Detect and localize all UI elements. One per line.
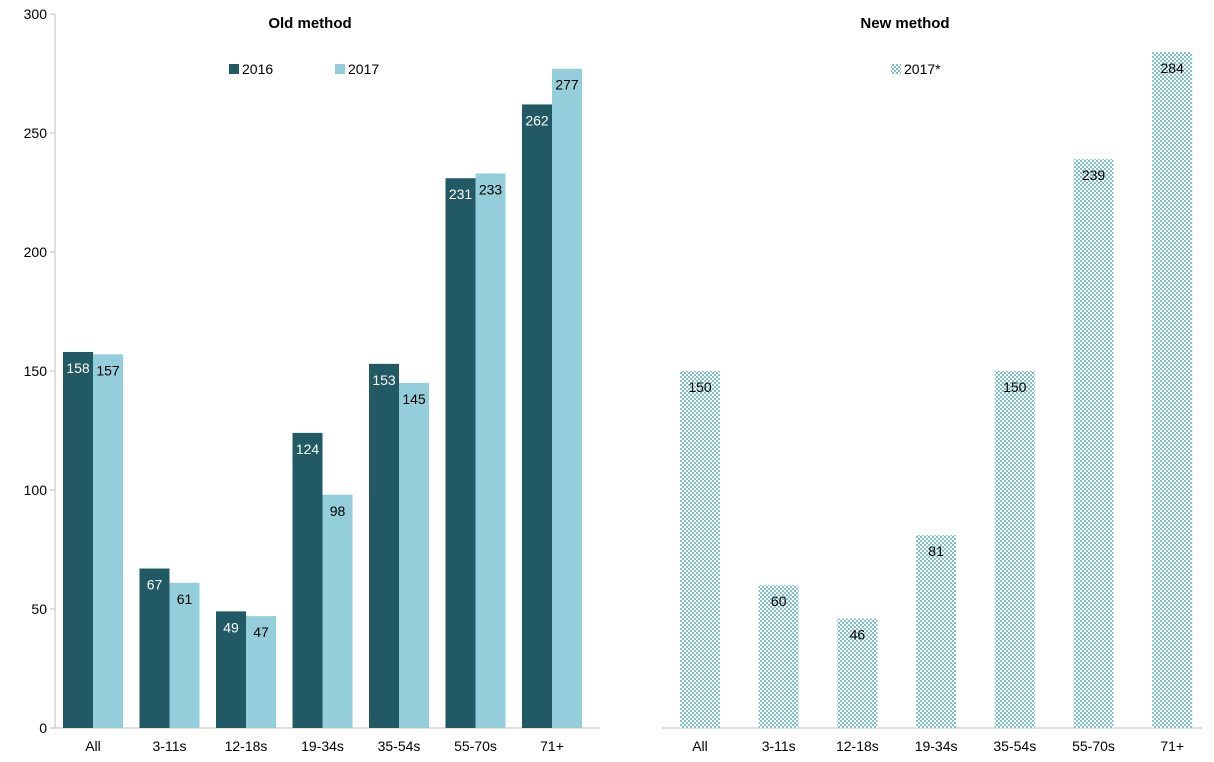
x-tick-label: 19-34s xyxy=(301,738,344,754)
y-tick-label: 300 xyxy=(24,6,48,22)
bar-2017star-19-34s xyxy=(916,535,957,728)
legend-swatch-2016 xyxy=(229,64,239,74)
bar-2017-19-34s xyxy=(322,494,353,728)
bar-2017-71+ xyxy=(552,68,582,729)
new-method-panel: New method 150 All 60 3-11s 46 12-18s 81 19-34s 1… xyxy=(662,15,1202,754)
data-label: 239 xyxy=(1082,167,1106,183)
y-tick-label: 150 xyxy=(24,363,48,379)
chart-title: New method xyxy=(860,15,949,32)
bar-2016-12-18s xyxy=(216,611,246,728)
bar-2017star-35-54s xyxy=(994,371,1035,728)
x-tick-label: 3-11s xyxy=(153,738,187,754)
y-tick-label: 100 xyxy=(24,482,48,498)
x-tick-label: 35-54s xyxy=(993,738,1036,754)
data-label: 61 xyxy=(177,591,193,607)
data-label: 60 xyxy=(771,593,787,609)
data-label: 46 xyxy=(850,627,866,643)
bar-2017-All xyxy=(93,354,123,728)
data-label: 153 xyxy=(372,372,396,388)
data-label: 47 xyxy=(253,624,269,640)
data-label: 150 xyxy=(1003,379,1027,395)
bar-2016-19-34s xyxy=(292,432,323,728)
x-tick-label: 12-18s xyxy=(836,738,879,754)
x-tick-label: 3-11s xyxy=(762,738,796,754)
x-tick-label: 35-54s xyxy=(378,738,421,754)
data-label: 277 xyxy=(555,77,579,93)
y-tick-label: 200 xyxy=(24,244,48,260)
x-tick-label: 12-18s xyxy=(225,738,268,754)
legend-label: 2017* xyxy=(904,61,941,77)
data-label: 233 xyxy=(479,181,503,197)
data-label: 145 xyxy=(402,391,426,407)
bar-2017-55-70s xyxy=(475,173,506,728)
bar-2017star-71+ xyxy=(1152,52,1193,728)
bar-2017-35-54s xyxy=(399,382,429,728)
x-tick-label: 71+ xyxy=(540,738,564,754)
data-label: 262 xyxy=(525,112,549,128)
x-tick-label: 19-34s xyxy=(915,738,958,754)
bar-2017star-55-70s xyxy=(1073,159,1114,728)
legend-label: 2016 xyxy=(242,61,273,77)
bar-2017star-12-18s xyxy=(837,618,878,728)
x-tick-label: All xyxy=(85,738,101,754)
bar-2017-12-18s xyxy=(246,616,276,728)
bar-2016-3-11s xyxy=(139,568,170,728)
bar-2016-71+ xyxy=(522,104,552,728)
data-label: 98 xyxy=(330,503,346,519)
x-tick-label: 55-70s xyxy=(454,738,497,754)
data-label: 150 xyxy=(688,379,712,395)
data-label: 81 xyxy=(928,543,944,559)
bar-2016-35-54s xyxy=(369,363,399,728)
bar-2017-3-11s xyxy=(169,582,200,728)
x-tick-label: 71+ xyxy=(1160,738,1184,754)
bar-2016-55-70s xyxy=(445,178,476,729)
bar-2017star-All xyxy=(680,371,720,728)
chart-title: Old method xyxy=(268,15,351,32)
legend-swatch-2017 xyxy=(335,64,345,74)
bar-2017star-3-11s xyxy=(758,585,799,728)
bar-2016-All xyxy=(63,351,93,728)
x-tick-label: 55-70s xyxy=(1072,738,1115,754)
old-method-panel: Old method 0 50 100 150 200 250 300 158 157 All 67 6… xyxy=(24,6,600,754)
data-label: 284 xyxy=(1161,60,1185,76)
y-tick-label: 50 xyxy=(31,601,47,617)
data-label: 231 xyxy=(449,186,473,202)
data-label: 67 xyxy=(147,577,163,593)
x-tick-label: All xyxy=(692,738,708,754)
data-label: 157 xyxy=(96,362,120,378)
y-tick-label: 250 xyxy=(24,125,48,141)
data-label: 124 xyxy=(296,441,320,457)
data-label: 49 xyxy=(223,619,239,635)
legend-swatch-2017star xyxy=(891,64,901,74)
y-tick-label: 0 xyxy=(39,720,47,736)
legend-label: 2017 xyxy=(348,61,379,77)
data-label: 158 xyxy=(66,360,90,376)
